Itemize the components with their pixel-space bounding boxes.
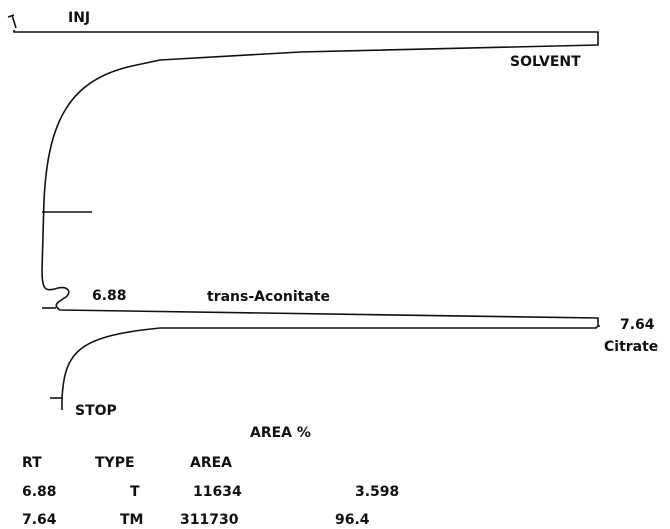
column-header: TYPE [95, 455, 135, 471]
cell: 7.64 [22, 512, 57, 528]
cell: 3.598 [355, 484, 399, 500]
cell: 11634 [193, 484, 242, 500]
peak-name: Citrate [604, 339, 658, 355]
stop-label: STOP [75, 403, 117, 419]
peak-time: 6.88 [92, 288, 127, 304]
cell: T [130, 484, 140, 500]
cell: 96.4 [335, 512, 370, 528]
report-title: AREA % [250, 425, 311, 441]
column-header: AREA [190, 455, 232, 471]
trace [7, 14, 600, 410]
peak-name: trans-Aconitate [207, 289, 330, 305]
cell: 311730 [180, 512, 239, 528]
cell: 6.88 [22, 484, 57, 500]
column-header: RT [22, 455, 42, 471]
inj-label: INJ [68, 10, 90, 26]
solvent-label: SOLVENT [510, 54, 581, 70]
peak-time: 7.64 [620, 317, 655, 333]
injection-mark [7, 14, 17, 29]
cell: TM [120, 512, 143, 528]
signal-trace [13, 30, 600, 410]
